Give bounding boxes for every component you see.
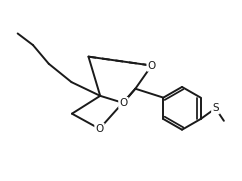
Text: O: O <box>95 124 104 134</box>
Text: S: S <box>212 103 219 113</box>
Text: O: O <box>119 98 128 108</box>
Text: O: O <box>147 61 156 71</box>
